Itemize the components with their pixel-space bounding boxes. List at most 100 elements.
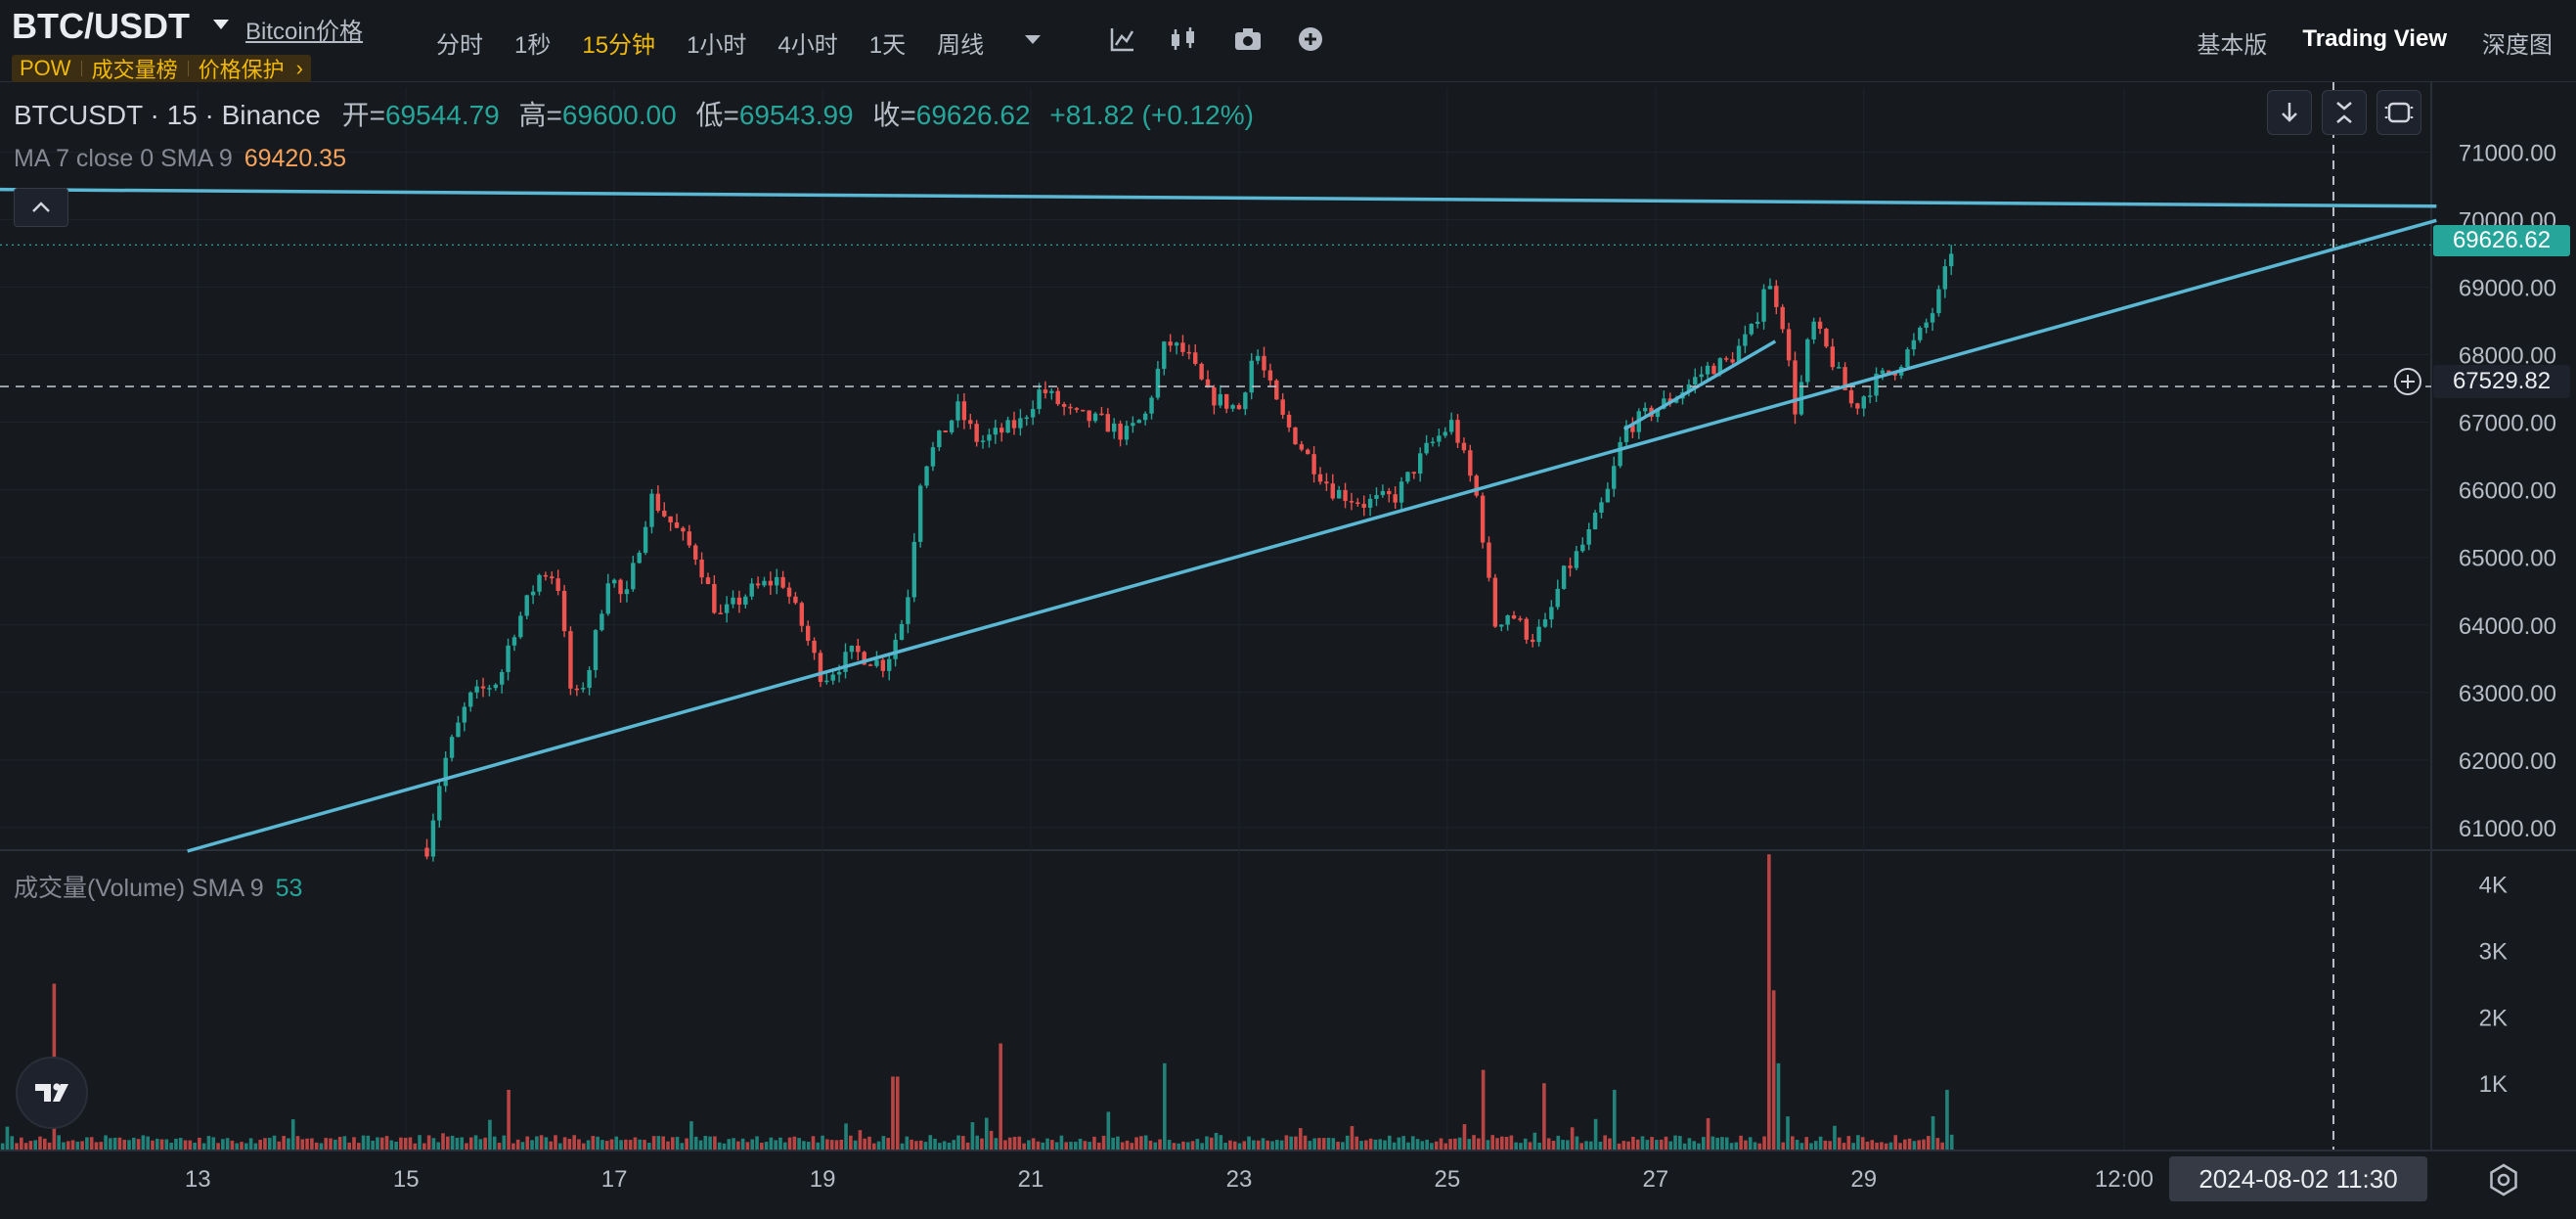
candle-body [1699,374,1704,378]
download-button[interactable] [2267,90,2312,135]
candle-body [955,401,960,421]
symbol-label: BTCUSDT · 15 · Binance [14,100,321,130]
candle-body [655,493,661,511]
view-basic[interactable]: 基本版 [2197,32,2268,59]
volume-bar [619,1140,623,1150]
volume-bar [863,1138,867,1150]
coin-info-link[interactable]: Bitcoin价格 [245,19,364,45]
volume-bar [1729,1143,1734,1150]
candle-body [1299,444,1305,450]
candle-body [631,563,636,590]
volume-bar [871,1143,876,1150]
volume-bar [1401,1136,1405,1150]
volume-bar [740,1138,745,1150]
view-tradingview[interactable]: Trading View [2302,25,2447,52]
fullscreen-button[interactable] [2376,90,2421,135]
pair-title[interactable]: BTC/USDT [12,6,190,46]
timeframe-tab[interactable]: 1天 [868,32,907,59]
volume-bar [1678,1136,1682,1150]
tag-volume-rank[interactable]: 成交量榜 [91,58,178,82]
chevron-right-icon[interactable]: › [295,56,303,80]
tag-pow[interactable]: POW [20,56,71,80]
volume-bar [314,1142,319,1150]
timeframe-tab-active[interactable]: 15分钟 [582,32,656,59]
volume-bar [384,1136,389,1150]
collapse-legend-button[interactable] [14,188,68,227]
volume-bar [1294,1136,1298,1150]
volume-bar [530,1140,534,1150]
candle-body [1081,409,1086,412]
candle-body [1549,607,1554,620]
volume-bar [0,1143,5,1150]
chart-area[interactable]: 71000.00 70000.00 69000.00 68000.00 67000.00… [0,82,2576,1219]
volume-bar [376,1137,379,1150]
volume-bar [413,1143,418,1150]
price-chart[interactable]: 71000.0070000.0069000.0068000.0067000.00… [0,82,2576,1219]
volume-bar [1907,1138,1912,1150]
timeframe-tab[interactable]: 1秒 [514,32,552,59]
candle-body [906,597,910,624]
collapse-button[interactable] [2322,90,2367,135]
volume-bar [792,1136,797,1150]
pair-dropdown-icon[interactable] [213,20,229,29]
candle-type-icon[interactable] [1168,23,1199,55]
volume-bar [1420,1141,1425,1150]
tag-price-protection[interactable]: 价格保护 [198,58,285,82]
view-depth[interactable]: 深度图 [2482,32,2553,59]
candle-body [987,434,992,441]
volume-bar [361,1135,366,1150]
candle-body [1418,453,1423,474]
volume-bar [356,1143,361,1150]
trendline[interactable] [1623,339,1777,431]
candle-body [1480,495,1486,543]
volume-bar [483,1137,487,1150]
volume-bar [891,1076,895,1150]
volume-bar [66,1141,70,1150]
camera-icon[interactable] [1232,23,1264,55]
volume-bar [1865,1141,1870,1150]
volume-bar [1289,1136,1293,1150]
timeframe-tab[interactable]: 分时 [436,32,483,59]
volume-bar [146,1136,150,1150]
volume-bar [647,1142,651,1150]
candle-body [1505,615,1510,625]
volume-bar [1359,1141,1363,1150]
candle-body [1393,494,1398,503]
volume-bar [834,1140,839,1150]
volume-bar [769,1137,774,1150]
timeframe-tab[interactable]: 4小时 [777,32,838,59]
volume-bar [183,1140,188,1150]
crosshair-plus-icon[interactable] [2392,366,2423,397]
indicator-icon[interactable] [1107,23,1138,55]
candle-body [736,597,742,605]
volume-bar [174,1138,178,1150]
volume-bar [20,1137,23,1150]
volume-bar [1486,1140,1490,1150]
timeframe-tab[interactable]: 1小时 [687,32,747,59]
candle-body [1430,441,1436,444]
add-icon[interactable] [1295,23,1326,55]
volume-bar [802,1141,806,1150]
close-label: 收= [872,100,916,130]
timeframe-more-icon[interactable] [1025,35,1041,44]
volume-bar [1059,1135,1064,1150]
volume-bar [1509,1135,1514,1150]
volume-bar [557,1143,562,1150]
tradingview-logo-icon[interactable] [16,1057,88,1129]
settings-icon[interactable] [2486,1162,2521,1197]
volume-bar [1720,1137,1724,1150]
volume-bar [441,1133,445,1150]
volume-bar [1739,1135,1743,1150]
volume-bar [1791,1136,1795,1150]
volume-bar [1261,1138,1266,1150]
timeframe-tab[interactable]: 周线 [937,32,985,59]
candle-body [937,430,942,448]
volume-bar [136,1139,141,1150]
candle-body [1887,370,1891,374]
candle-body [624,589,630,595]
trendline[interactable] [187,218,2437,853]
volume-bar [1139,1136,1143,1150]
volume-bar [965,1142,970,1150]
trendline[interactable] [0,187,2437,208]
volume-bar [900,1143,905,1150]
